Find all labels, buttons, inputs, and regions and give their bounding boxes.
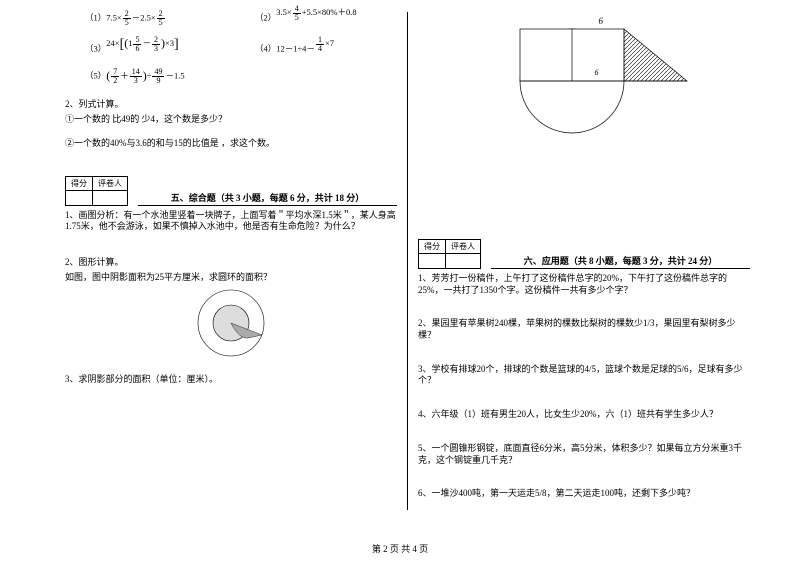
f5-label: （5） — [85, 71, 106, 81]
diag-top-label-html: 6 — [599, 16, 604, 26]
f1-frac2-d: 5 — [157, 19, 165, 27]
left-q2-sub1: ①一个数的 比49的 少4，这个数是多少？ — [65, 114, 397, 126]
ring-diagram — [191, 286, 271, 364]
formula-1: （1）7.5×25－2.5×25 — [85, 10, 255, 27]
circle-diagram: 6 6 — [472, 18, 697, 173]
score-th1-l: 得分 — [66, 176, 93, 190]
f4-frac-d: 4 — [316, 45, 324, 53]
score-blank2-l — [93, 190, 128, 205]
f3-label: （3） — [85, 43, 106, 53]
score-th2-l: 评卷人 — [93, 176, 128, 190]
f4-tail: ×7 — [325, 38, 334, 48]
score-row-left: 得分评卷人 五、综合题（共 3 小题，每题 6 分，共计 18 分） — [65, 176, 397, 206]
formula-3: （3）24×[(156－23)×3] — [85, 41, 255, 58]
s5-q3: 3、求阴影部分的面积（单位：厘米）。 — [65, 374, 397, 386]
f4-lead: 12－1÷4－ — [276, 43, 315, 53]
f1-label: （1） — [85, 12, 106, 22]
f5-f1-d: 2 — [111, 77, 119, 85]
f2-tail: +5.5×80%＋0.8 — [302, 7, 357, 17]
s6-q5: 5、一个圆锥形钢锭，底面直径6分米，高5分米，体积多少？如果每立方分米重3千克，… — [418, 443, 750, 466]
s6-q2: 2、果园里有苹果树240棵，苹果树的棵数比梨树的棵数少1/3，果园里有梨树多少棵… — [418, 318, 750, 341]
section5-title: 五、综合题（共 3 小题，每题 6 分，共计 18 分） — [138, 191, 397, 206]
f3-i-tail: ×3 — [165, 38, 174, 48]
f5-f3-d: 9 — [154, 77, 162, 85]
f1-frac1-d: 5 — [123, 19, 131, 27]
f3-i-mid: － — [142, 38, 151, 48]
left-q2-sub2: ②一个数的40%与3.6的和与15的比值是 ，求这个数。 — [65, 138, 397, 150]
formula-row-3: （5）(72＋143)÷499－1.5 — [65, 68, 397, 85]
s5-q2-l1: 2、图形计算。 — [65, 257, 397, 269]
score-table-left: 得分评卷人 — [65, 176, 128, 206]
score-table-right: 得分评卷人 — [418, 239, 481, 269]
formula-4: （4）12－1÷4－14×7 — [255, 41, 334, 58]
section6-title: 六、应用题（共 8 小题，每题 3 分，共计 24 分） — [491, 254, 750, 269]
f5-mid2: ÷ — [147, 71, 152, 81]
f1-lead: 7.5× — [106, 12, 121, 22]
score-blank1-r — [419, 254, 446, 269]
s5-q2-l2: 如图，图中阴影面积为25平方厘米，求圆环的面积？ — [65, 272, 397, 284]
f5-f2-d: 3 — [132, 77, 140, 85]
f2-frac-d: 5 — [293, 14, 301, 22]
page-footer: 第 2 页 共 4 页 — [0, 542, 800, 555]
formula-row-2: （3）24×[(156－23)×3] （4）12－1÷4－14×7 — [65, 41, 397, 58]
f3-if2-d: 3 — [152, 45, 160, 53]
columns: （1）7.5×25－2.5×25 （2）3.5×45+5.5×80%＋0.8 （… — [0, 0, 800, 530]
formula-2: （2）3.5×45+5.5×80%＋0.8 — [255, 10, 357, 27]
score-th2-r: 评卷人 — [446, 240, 481, 254]
f5-tail: －1.5 — [165, 71, 184, 81]
f4-label: （4） — [255, 43, 276, 53]
right-column: 6 6 得分评卷人 六、应用题（共 8 小题，每题 3 分，共计 24 分） 1… — [408, 10, 760, 530]
s6-q4: 4、六年级（1）班有男生20人，比女生少20%，六（1）班共有学生多少人？ — [418, 409, 750, 421]
diag-inner-label-html: 6 — [595, 68, 599, 77]
s6-q1: 1、芳芳打一份稿件，上午打了这份稿件总字的20%，下午打了这份稿件总字的25%，… — [418, 273, 750, 296]
f2-lead: 3.5× — [276, 7, 291, 17]
left-column: （1）7.5×25－2.5×25 （2）3.5×45+5.5×80%＋0.8 （… — [55, 10, 407, 530]
f2-label: （2） — [255, 12, 276, 22]
score-row-right: 得分评卷人 六、应用题（共 8 小题，每题 3 分，共计 24 分） — [418, 239, 750, 269]
f1-mid: －2.5× — [132, 12, 156, 22]
f3-lead: 24× — [106, 38, 119, 48]
formula-5: （5）(72＋143)÷499－1.5 — [85, 68, 185, 85]
score-blank1-l — [66, 190, 93, 205]
f3-if1-d: 6 — [133, 45, 141, 53]
s6-q6: 6、一堆沙400吨，第一天运走5/8，第二天运走100吨，还剩下多少吨？ — [418, 488, 750, 500]
formula-row-1: （1）7.5×25－2.5×25 （2）3.5×45+5.5×80%＋0.8 — [65, 10, 397, 27]
s5-q1: 1、画图分析：有一个水池里竖着一块牌子，上面写着＂平均水深1.5米＂，某人身高1… — [65, 210, 397, 233]
page: （1）7.5×25－2.5×25 （2）3.5×45+5.5×80%＋0.8 （… — [0, 0, 800, 565]
left-q2-title: 2、列式计算。 — [65, 99, 397, 111]
score-th1-r: 得分 — [419, 240, 446, 254]
score-blank2-r — [446, 254, 481, 269]
f3-i-lead: 1 — [128, 38, 132, 48]
s6-q3: 3、学校有排球20个，排球的个数是篮球的4/5，篮球个数是足球的5/6，足球有多… — [418, 364, 750, 387]
f5-mid1: ＋ — [120, 71, 129, 81]
